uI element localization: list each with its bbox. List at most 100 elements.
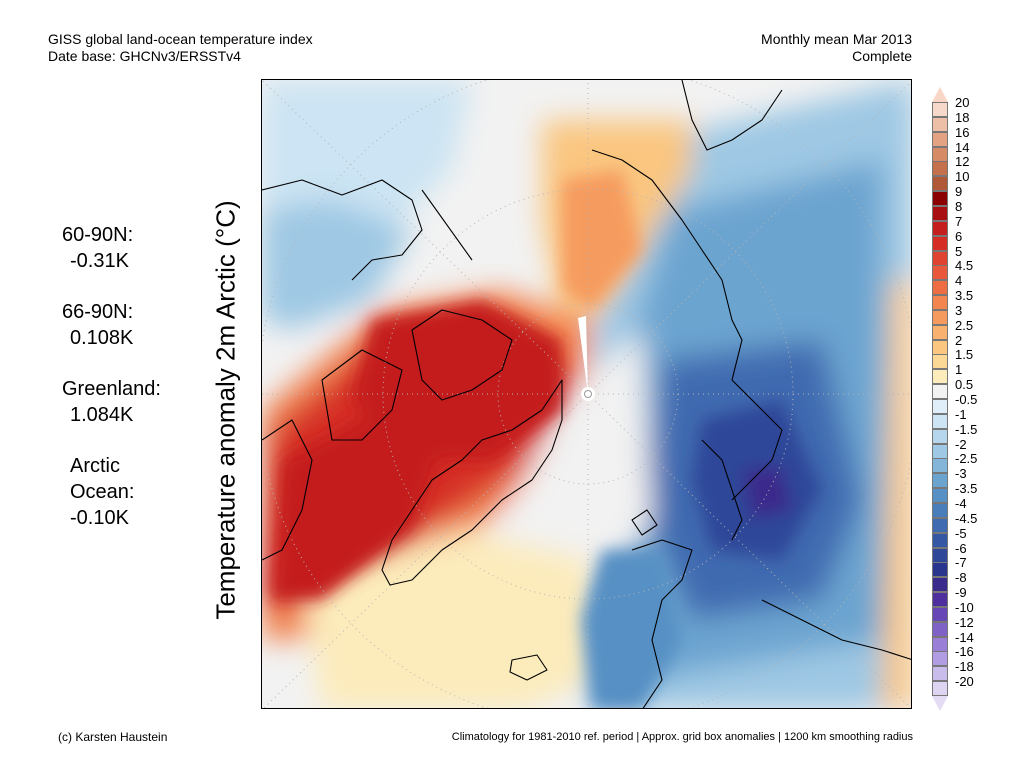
colorbar-swatch [932,592,948,608]
coast-greenland [381,379,563,586]
colorbar-swatch [932,146,948,162]
colorbar-swatch [932,547,948,563]
colorbar-label: 2 [955,332,963,348]
coast-kamchatka [681,80,783,151]
colorbar-swatch [932,176,948,192]
colorbar-label: 10 [955,169,970,185]
colorbar-swatch [932,473,948,489]
methodology-note: Climatology for 1981-2010 ref. period | … [451,731,913,743]
colorbar-swatch [932,339,948,355]
colorbar-swatch [932,502,948,518]
colorbar-swatch [932,621,948,637]
map-title: GISS global land-ocean temperature index [48,31,313,47]
colorbar-label: -8 [955,570,967,586]
colorbar-label: -7 [955,555,967,571]
stat-label: Arctic [70,455,120,477]
stat-value: 1.084K [70,404,134,426]
colorbar-label: -6 [955,540,967,556]
stat-arctic-ocean: Arctic Ocean: -0.10K [62,453,161,531]
header-left: GISS global land-ocean temperature index… [48,31,313,65]
arctic-anomaly-map [261,79,912,709]
map-canvas [262,80,911,708]
coast-iceland [509,654,548,681]
colorbar-label: 12 [955,154,970,170]
colorbar-label: -16 [955,644,974,660]
colorbar-swatch [932,413,948,429]
colorbar-label: 20 [955,95,970,110]
colorbar-label: 3.5 [955,288,974,304]
colorbar-swatch [932,636,948,652]
anomaly-cool-northwest-core [262,200,412,330]
anomaly-warm-south [302,530,592,708]
colorbar-swatch [932,399,948,414]
colorbar-label: -9 [955,585,967,601]
colorbar-swatch [932,205,948,221]
colorbar-swatch [932,384,948,400]
colorbar-swatch [932,532,948,548]
y-axis-label: Temperature anomaly 2m Arctic (°C) [210,200,241,620]
colorbar-label: 16 [955,124,970,140]
colorbar-label: -3 [955,466,967,482]
colorbar-swatch [932,116,948,132]
colorbar-label: 18 [955,109,970,125]
colorbar-swatch [932,131,948,147]
colorbar-swatch [932,562,948,578]
colorbar-label: -5 [955,525,967,541]
coast-europe [761,599,911,660]
colorbar-swatch [932,443,948,459]
coast-taymyr [731,379,783,501]
colorbar-swatch [932,191,948,207]
stat-66-90n: 66-90N: 0.108K [62,299,161,351]
colorbar-label: -1 [955,406,967,422]
coast-siberia-north [591,149,743,381]
colorbar-label: 0.5 [955,377,974,393]
anomaly-warm-greenland-west [272,410,442,600]
colorbar-label: -2 [955,436,967,452]
colorbar-label: -12 [955,614,974,630]
anomaly-warm-orange-north [562,170,642,310]
colorbar-swatch [932,354,948,370]
colorbar-swatch [932,517,948,533]
stat-label: 60-90N: [62,224,134,246]
header-right: Monthly mean Mar 2013 Complete [761,31,912,65]
colorbar-label: -0.5 [955,392,978,407]
colorbar-label: 8 [955,198,963,214]
colorbar-label: -20 [955,674,974,690]
colorbar-label: -3.5 [955,481,978,497]
colorbar-swatch [932,428,948,444]
colorbar-label: 4.5 [955,258,974,274]
coastlines [262,80,911,708]
colorbar-swatch [932,250,948,266]
stat-value: 0.108K [70,327,134,349]
colorbar-swatch [932,324,948,340]
colorbar-label: -14 [955,629,974,645]
colorbar-label: -10 [955,599,974,615]
coast-scandinavia [631,539,693,708]
colorbar-arrow-top [932,87,948,102]
anomaly-neutral-pole [492,330,652,600]
colorbar-swatch [932,161,948,177]
colorbar-swatch [932,235,948,251]
colorbar-swatch [932,681,948,697]
colorbar-label: 7 [955,213,963,229]
graticule [262,80,911,708]
stat-value: -0.10K [70,507,129,529]
colorbar-label: -4.5 [955,510,978,526]
pole-marker [578,316,595,401]
coast-alaska-border [421,189,473,261]
coast-canadian-archipelago [411,309,513,401]
colorbar-label: 14 [955,139,970,155]
colorbar-label: 1.5 [955,347,974,363]
completeness-label: Complete [852,48,912,64]
colorbar-label: -2.5 [955,451,978,467]
colorbar-label: -1.5 [955,421,978,437]
colorbar-label: -18 [955,659,974,675]
anomaly-cool-scandinavia [582,550,682,708]
colorbar-swatch [932,369,948,385]
colorbar-swatch [932,220,948,236]
colorbar-swatch [932,102,948,117]
coast-novaya-zemlya [701,439,743,541]
period-label: Monthly mean Mar 2013 [761,31,912,47]
anomaly-warm-east-edge [882,280,911,708]
credit-label: (c) Karsten Haustein [58,730,168,744]
